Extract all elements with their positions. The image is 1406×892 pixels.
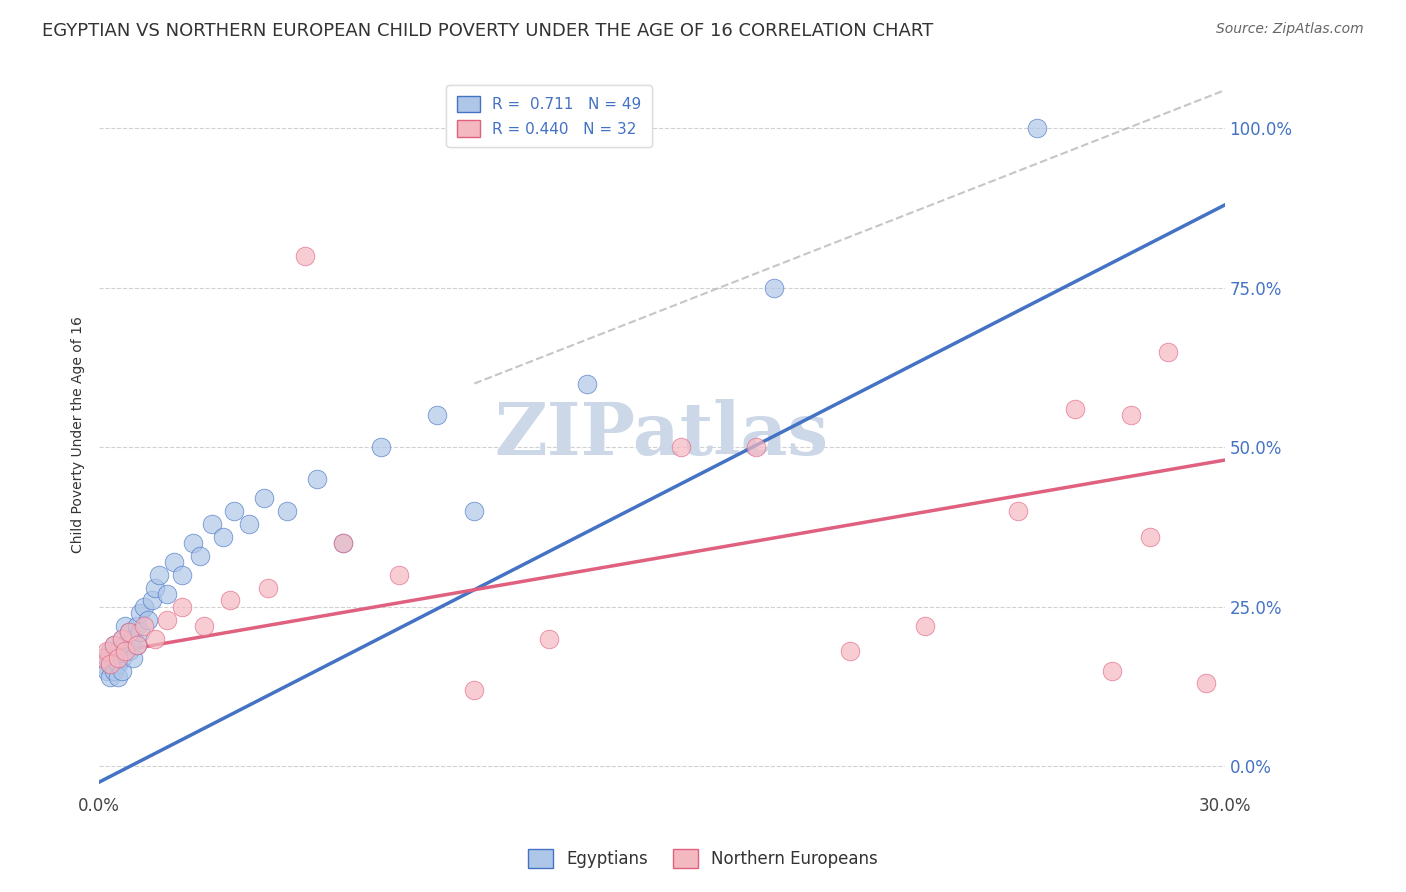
Point (1139, 530, 1161, 544)
Point (463, 504, 485, 518)
Point (224, 504, 246, 518)
Point (122, 650, 145, 665)
Point (111, 650, 134, 665)
Point (96, 644, 118, 658)
Point (91, 650, 114, 665)
Point (305, 472, 328, 486)
Point (744, 440, 766, 454)
Point (125, 619, 148, 633)
Point (107, 650, 129, 665)
Point (181, 536, 204, 550)
Point (100, 657, 122, 672)
Point (190, 549, 212, 563)
Point (388, 567, 411, 582)
Point (145, 632, 167, 646)
Point (141, 593, 163, 607)
Point (669, 440, 692, 454)
Point (170, 599, 193, 614)
Point (100, 644, 122, 658)
Point (96, 664, 118, 678)
Point (914, 619, 936, 633)
Point (538, 632, 561, 646)
Point (103, 664, 125, 678)
Legend: R =  0.711   N = 49, R = 0.440   N = 32: R = 0.711 N = 49, R = 0.440 N = 32 (447, 85, 652, 147)
Point (125, 638, 148, 652)
Point (96, 650, 118, 665)
Point (103, 638, 125, 652)
Point (838, 644, 860, 658)
Point (118, 644, 141, 658)
Point (238, 516, 260, 531)
Text: Source: ZipAtlas.com: Source: ZipAtlas.com (1216, 22, 1364, 37)
Point (125, 638, 148, 652)
Point (1119, 409, 1142, 423)
Point (148, 567, 170, 582)
Point (111, 664, 134, 678)
Point (212, 530, 235, 544)
Point (332, 536, 354, 550)
Point (107, 670, 129, 684)
Point (103, 638, 125, 652)
Point (1063, 402, 1085, 417)
Point (1026, 121, 1049, 136)
Point (276, 504, 298, 518)
Point (114, 644, 136, 658)
Point (100, 657, 122, 672)
Point (253, 491, 276, 506)
Point (294, 249, 316, 263)
Point (134, 619, 156, 633)
Point (129, 625, 152, 640)
Text: EGYPTIAN VS NORTHERN EUROPEAN CHILD POVERTY UNDER THE AGE OF 16 CORRELATION CHAR: EGYPTIAN VS NORTHERN EUROPEAN CHILD POVE… (42, 22, 934, 40)
Point (118, 625, 141, 640)
Point (100, 670, 122, 684)
Point (575, 376, 598, 391)
Point (136, 613, 159, 627)
Point (1101, 664, 1123, 678)
Point (193, 619, 215, 633)
Point (114, 638, 136, 652)
Point (134, 599, 156, 614)
Point (122, 632, 145, 646)
Point (201, 516, 224, 531)
Point (91, 657, 114, 672)
Point (156, 613, 179, 627)
Text: ZIPatlas: ZIPatlas (495, 399, 830, 470)
Legend: Egyptians, Northern Europeans: Egyptians, Northern Europeans (522, 843, 884, 875)
Point (426, 409, 449, 423)
Point (1195, 676, 1218, 690)
Point (170, 567, 193, 582)
Point (111, 632, 134, 646)
Point (219, 593, 242, 607)
Point (163, 555, 186, 569)
Point (118, 625, 141, 640)
Point (111, 632, 134, 646)
Point (370, 440, 392, 454)
Point (103, 650, 125, 665)
Point (107, 657, 129, 672)
Point (763, 281, 786, 295)
Point (156, 587, 179, 601)
Y-axis label: Child Poverty Under the Age of 16: Child Poverty Under the Age of 16 (72, 316, 86, 553)
Point (107, 644, 129, 658)
Point (145, 581, 167, 595)
Point (257, 581, 280, 595)
Point (114, 619, 136, 633)
Point (1007, 504, 1029, 518)
Point (129, 606, 152, 620)
Point (332, 536, 354, 550)
Point (463, 682, 485, 697)
Point (1157, 344, 1180, 359)
